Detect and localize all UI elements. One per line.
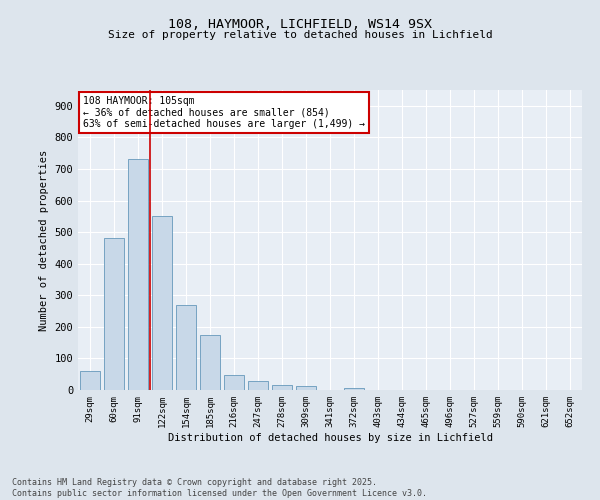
Bar [176,304,196,390]
Bar [272,386,292,390]
Bar [200,334,220,390]
Text: Contains HM Land Registry data © Crown copyright and database right 2025.
Contai: Contains HM Land Registry data © Crown c… [12,478,427,498]
Bar [80,371,100,390]
Bar [296,386,316,390]
Text: Size of property relative to detached houses in Lichfield: Size of property relative to detached ho… [107,30,493,40]
Bar [128,160,148,390]
Bar [152,216,172,390]
Y-axis label: Number of detached properties: Number of detached properties [39,150,49,330]
Bar [104,238,124,390]
X-axis label: Distribution of detached houses by size in Lichfield: Distribution of detached houses by size … [167,432,493,442]
Bar [248,382,268,390]
Bar [224,375,244,390]
Bar [344,388,364,390]
Text: 108, HAYMOOR, LICHFIELD, WS14 9SX: 108, HAYMOOR, LICHFIELD, WS14 9SX [168,18,432,30]
Text: 108 HAYMOOR: 105sqm
← 36% of detached houses are smaller (854)
63% of semi-detac: 108 HAYMOOR: 105sqm ← 36% of detached ho… [83,96,365,129]
